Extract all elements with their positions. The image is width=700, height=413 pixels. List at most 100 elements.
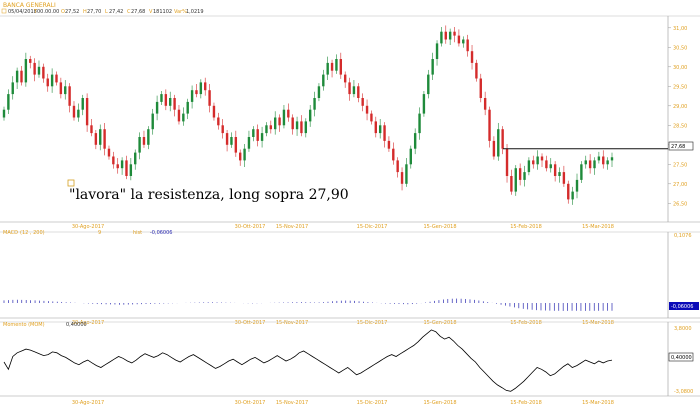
candle-body bbox=[352, 86, 356, 95]
x-axis-label: 30-Ott-2017 bbox=[235, 320, 266, 326]
x-axis-label: 15-Feb-2018 bbox=[510, 320, 542, 326]
price-tick-label: 27,00 bbox=[673, 182, 687, 188]
candle bbox=[186, 98, 189, 120]
candle bbox=[413, 128, 417, 155]
candle bbox=[357, 83, 360, 103]
header-high: 27,70 bbox=[87, 9, 101, 15]
candle bbox=[134, 149, 137, 170]
candle bbox=[85, 93, 89, 132]
candle bbox=[7, 89, 10, 114]
candle bbox=[46, 73, 49, 92]
price-panel: 31,0030,5030,0029,5029,0028,5028,0027,50… bbox=[0, 15, 700, 230]
candle bbox=[422, 90, 426, 117]
candle bbox=[562, 165, 566, 187]
candle-body bbox=[326, 62, 329, 75]
candle-body bbox=[151, 113, 154, 130]
candle-body bbox=[7, 94, 10, 110]
candle bbox=[479, 73, 482, 103]
candle-body bbox=[422, 94, 426, 114]
x-axis-label: 15-Feb-2018 bbox=[510, 224, 542, 230]
candle-body bbox=[413, 133, 417, 149]
candle-body bbox=[466, 39, 469, 52]
candle bbox=[352, 80, 356, 98]
candle-body bbox=[374, 121, 377, 134]
candle-body bbox=[120, 160, 124, 169]
x-axis-label: 15-Mar-2018 bbox=[582, 320, 614, 326]
svg-text:O: O bbox=[61, 9, 65, 15]
candle bbox=[20, 66, 23, 86]
header-checkbox-icon[interactable] bbox=[1, 8, 7, 14]
x-axis-label: 15-Nov-2017 bbox=[276, 320, 308, 326]
price-tick-label: 29,00 bbox=[673, 104, 687, 110]
candle-body bbox=[208, 90, 211, 106]
svg-text:H: H bbox=[83, 9, 87, 15]
candle bbox=[99, 124, 102, 151]
candle bbox=[112, 151, 115, 169]
candle bbox=[326, 56, 329, 81]
annotation-text[interactable]: "lavora" la resistenza, long sopra 27,90 bbox=[69, 187, 349, 203]
annotation-handle-icon[interactable] bbox=[67, 179, 75, 187]
candle bbox=[221, 119, 224, 139]
candle bbox=[453, 27, 456, 43]
x-axis-label: 15-Gen-2018 bbox=[424, 400, 457, 406]
momentum-title: Momento (MOM) bbox=[3, 322, 45, 328]
candle bbox=[77, 103, 80, 122]
candle bbox=[374, 116, 377, 138]
svg-text:V: V bbox=[149, 9, 153, 15]
candle bbox=[81, 94, 84, 116]
candle-body bbox=[588, 160, 592, 169]
candle bbox=[593, 157, 596, 175]
candle bbox=[527, 157, 531, 176]
price-tick-label: 27,50 bbox=[673, 162, 687, 168]
candle-body bbox=[602, 156, 605, 165]
candle-body bbox=[593, 160, 596, 169]
candle bbox=[475, 59, 478, 82]
candle-body bbox=[129, 164, 133, 176]
macd-panel: MACD (12 , 200) 9 hist -0,06006 0,1076 -… bbox=[0, 230, 700, 326]
candle-body bbox=[580, 164, 583, 180]
candle-body bbox=[134, 152, 137, 165]
candle bbox=[182, 107, 185, 126]
candle bbox=[558, 167, 561, 183]
candle-body bbox=[518, 168, 522, 180]
macd-params: (12 , 200) bbox=[20, 230, 45, 236]
candle-body bbox=[291, 117, 294, 130]
svg-text:C: C bbox=[127, 9, 131, 15]
candle-body bbox=[217, 117, 220, 126]
candle bbox=[256, 124, 259, 147]
candle-body bbox=[405, 164, 408, 184]
candle-body bbox=[365, 105, 369, 114]
candle-body bbox=[164, 94, 168, 106]
candle bbox=[239, 149, 242, 166]
candle bbox=[217, 112, 220, 130]
candle bbox=[273, 111, 277, 135]
candle bbox=[440, 27, 443, 47]
header-low: 27,42 bbox=[109, 9, 123, 15]
candle-body bbox=[295, 121, 299, 130]
macd-last-label: -0,06006 bbox=[671, 304, 693, 310]
candle bbox=[33, 58, 36, 82]
candle bbox=[317, 83, 321, 102]
candle bbox=[567, 180, 570, 204]
candle bbox=[37, 60, 41, 78]
candle-body bbox=[392, 148, 395, 161]
candle-body bbox=[501, 129, 504, 149]
candle-body bbox=[558, 172, 561, 176]
candle bbox=[55, 71, 58, 86]
candle bbox=[418, 107, 421, 140]
candlestick-series bbox=[2, 25, 614, 205]
candle-body bbox=[230, 137, 233, 145]
candle bbox=[190, 85, 194, 109]
candle bbox=[2, 106, 6, 121]
candle-body bbox=[99, 129, 102, 145]
candle-body bbox=[103, 129, 106, 149]
price-tick-label: 30,50 bbox=[673, 45, 687, 51]
candle bbox=[269, 120, 273, 134]
macd-title: MACD bbox=[3, 230, 18, 236]
candle bbox=[383, 122, 386, 148]
momentum-y-bottom: -3,0800 bbox=[674, 389, 693, 395]
candle bbox=[208, 83, 211, 113]
x-axis-label: 30-Ott-2017 bbox=[235, 224, 266, 230]
x-axis-label: 15-Gen-2018 bbox=[424, 320, 457, 326]
candle bbox=[501, 126, 504, 155]
